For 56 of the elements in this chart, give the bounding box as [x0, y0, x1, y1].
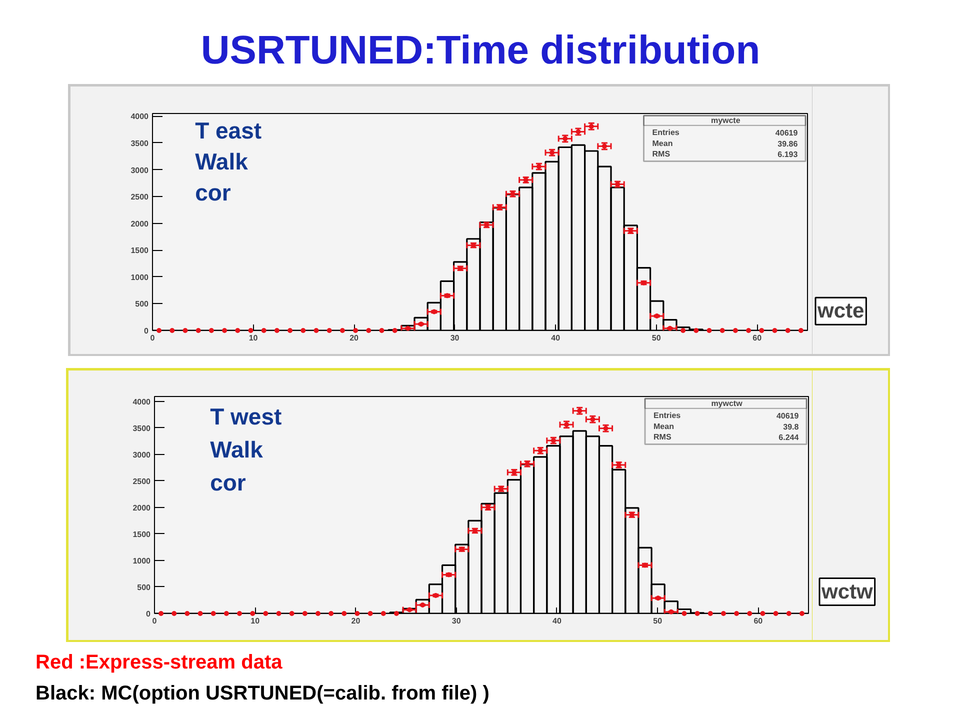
y-tick-label: 2500 [130, 192, 150, 202]
x-tick-label: 40 [552, 616, 562, 626]
y-tick-label: 2500 [132, 476, 152, 486]
x-tick-label: 50 [652, 334, 662, 342]
annotation: cor [195, 179, 231, 206]
annotation: RMS [654, 432, 672, 442]
text: Red :Express-stream data [36, 652, 284, 674]
annotation: Entries [654, 411, 682, 420]
annotation: Mean [654, 422, 674, 431]
y-tick-label: 3000 [132, 450, 152, 460]
y-tick-label: 500 [135, 300, 150, 309]
text: Black: MC(option USRTUNED(=calib. from file) ) [36, 682, 490, 704]
annotation: RMS [652, 149, 671, 158]
x-tick-label: 10 [250, 616, 260, 626]
y-tick-label: 3000 [130, 166, 150, 175]
y-tick-label: 1500 [130, 246, 150, 256]
text: wcte [816, 300, 864, 323]
annotation: Walk [195, 148, 248, 174]
y-tick-label: 3500 [130, 138, 150, 148]
annotation: 39.8 [783, 422, 800, 432]
annotation: Walk [210, 436, 264, 463]
x-tick-label: 0 [152, 616, 158, 626]
annotation: T east [195, 117, 262, 144]
x-tick-label: 20 [351, 616, 361, 626]
y-tick-label: 1000 [130, 272, 150, 282]
annotation: cor [210, 470, 246, 496]
x-tick-label: 30 [450, 334, 460, 342]
annotation: T west [210, 404, 282, 430]
chart-title: USRTUNED:Time distribution [200, 28, 760, 72]
y-tick-label: 3500 [132, 424, 152, 433]
x-tick-label: 50 [653, 616, 663, 626]
annotation: 40619 [776, 412, 800, 421]
y-tick-label: 1500 [132, 530, 152, 539]
y-tick-label: 4000 [130, 112, 150, 122]
annotation: 40619 [775, 128, 798, 138]
annotation: Entries [652, 128, 680, 138]
y-tick-label: 1000 [132, 556, 152, 566]
y-tick-label: 2000 [130, 219, 150, 228]
x-tick-label: 20 [350, 334, 360, 342]
annotation: 6.244 [778, 432, 800, 442]
x-tick-label: 10 [248, 334, 258, 342]
annotation: 6.193 [778, 150, 798, 159]
text: wctw [820, 580, 874, 604]
annotation: 39.86 [778, 139, 798, 148]
y-tick-label: 0 [144, 326, 150, 336]
x-tick-label: 30 [452, 616, 462, 626]
annotation: mywcte [710, 116, 741, 125]
annotation: Mean [652, 138, 673, 148]
x-tick-label: 60 [754, 616, 764, 626]
x-tick-label: 40 [551, 334, 561, 342]
y-tick-label: 500 [137, 582, 152, 592]
annotation: mywctw [711, 398, 744, 408]
y-tick-label: 0 [146, 610, 152, 618]
y-tick-label: 2000 [132, 503, 152, 512]
x-tick-label: 60 [752, 334, 762, 342]
y-tick-label: 4000 [132, 397, 152, 406]
